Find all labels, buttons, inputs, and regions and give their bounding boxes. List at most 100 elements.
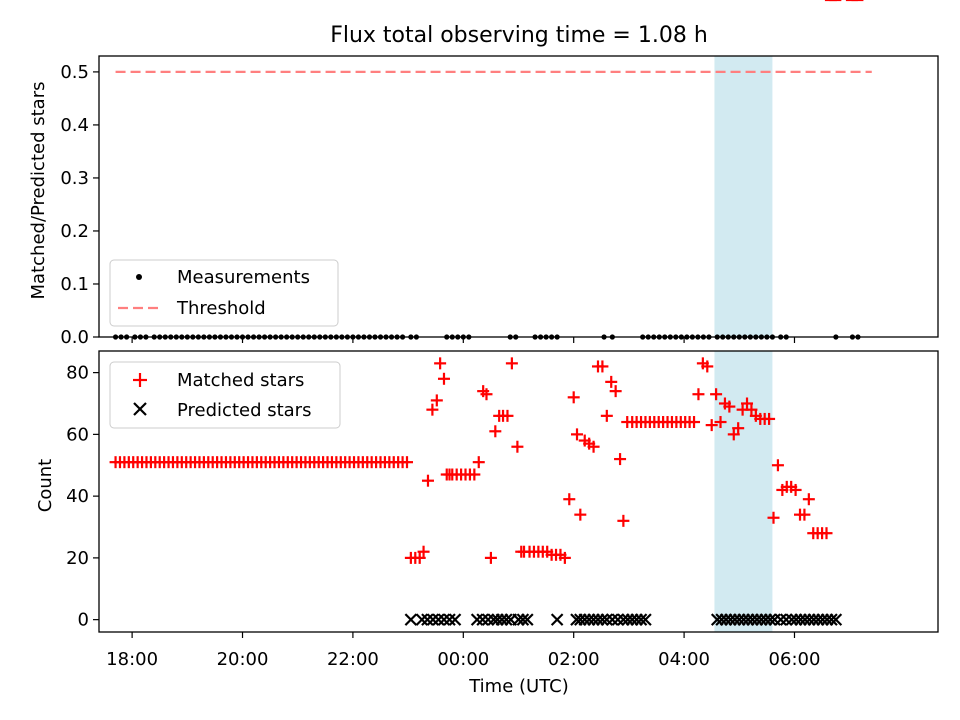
count-y-label: Count (35, 459, 56, 512)
predicted-star-marker (404, 613, 418, 626)
x-tick-label: 00:00 (437, 649, 489, 670)
ratio-panel: 0.0 0.1 0.2 0.3 0.4 0.5 Matched/Predicted sta… (28, 55, 939, 348)
chart-title: Flux total observing time = 1.08 h (330, 23, 708, 48)
matched-star-marker (732, 422, 745, 435)
x-tick-label: 18:00 (106, 649, 158, 670)
predicted-star-marker (825, 613, 838, 626)
x-tick-label: 06:00 (769, 649, 821, 670)
matched-star-marker (710, 388, 723, 401)
predicted-star-marker (521, 613, 534, 626)
x-tick-label: 02:00 (548, 649, 600, 670)
x-tick-label: 20:00 (217, 649, 269, 670)
legend-predicted-label: Predicted stars (177, 400, 311, 421)
legend-matched-marker (133, 373, 147, 387)
predicted-star-marker (611, 613, 625, 626)
matched-star-marker (401, 456, 414, 469)
y-tick-label: 0.2 (60, 221, 89, 242)
predicted-star-marker (415, 613, 429, 626)
matched-star-marker (563, 493, 576, 506)
matched-star-marker (609, 385, 622, 398)
predicted-star-marker (476, 613, 489, 626)
predicted-star-marker (829, 613, 843, 626)
matched-star-marker (480, 388, 493, 401)
predicted-star-marker (426, 613, 440, 626)
matched-star-marker (413, 551, 426, 564)
highlight-span-top (714, 56, 773, 337)
matched-star-marker (472, 456, 485, 469)
predicted-star-marker (774, 613, 787, 626)
predicted-star-marker (639, 613, 652, 626)
matched-star-marker (692, 388, 705, 401)
predicted-star-marker (470, 613, 484, 626)
y-tick-label: 60 (66, 424, 89, 445)
matched-star-marker (605, 375, 618, 388)
predicted-star-marker (516, 613, 530, 626)
matched-star-marker (596, 360, 609, 373)
x-tick-label: 22:00 (327, 649, 379, 670)
matched-star-marker (802, 493, 815, 506)
y-tick-label: 0.0 (60, 327, 89, 348)
y-tick-label: 40 (66, 486, 89, 507)
highlight-span-bottom (714, 351, 773, 632)
count-x-axis: 18:00 20:00 22:00 00:00 02:00 04:00 06:00 (106, 632, 820, 670)
matched-star-marker (727, 428, 740, 441)
predicted-star-marker (500, 613, 513, 626)
predicted-star-marker (550, 613, 564, 626)
matched-star-marker (437, 372, 450, 385)
matched-star-marker (820, 527, 833, 540)
matched-star-marker (434, 357, 447, 370)
matched-star-marker (484, 551, 497, 564)
predicted-star-marker (763, 613, 777, 626)
matched-star-marker (511, 440, 524, 453)
predicted-star-marker (443, 613, 456, 626)
matched-star-marker (430, 394, 443, 407)
matched-star-marker (714, 416, 727, 429)
predicted-star-marker (779, 613, 793, 626)
matched-star-marker (745, 403, 758, 416)
matched-star-marker (767, 511, 780, 524)
matched-star-marker (421, 474, 434, 487)
matched-star-marker (741, 397, 754, 410)
ratio-y-label: Matched/Predicted stars (28, 82, 49, 300)
predicted-star-marker (432, 613, 445, 626)
y-tick-label: 0.4 (60, 115, 89, 136)
matched-star-marker (587, 440, 600, 453)
matched-star-marker (489, 425, 502, 438)
ratio-axes-frame (98, 55, 939, 338)
y-tick-label: 0.3 (60, 168, 89, 189)
measurement-points (112, 334, 861, 340)
matched-star-markers (109, 0, 864, 564)
count-axes-frame (98, 350, 939, 633)
legend-predicted-marker (133, 402, 147, 416)
y-tick-label: 20 (66, 548, 89, 569)
matched-star-marker (505, 357, 518, 370)
matched-star-marker (558, 551, 571, 564)
matched-star-marker (789, 483, 802, 496)
x-tick-label: 04:00 (658, 649, 710, 670)
ratio-legend: Measurements Threshold (109, 259, 339, 327)
x-axis-label: Time (UTC) (468, 676, 569, 697)
predicted-star-marker (600, 613, 614, 626)
matched-star-marker (600, 409, 613, 422)
predicted-star-marker (606, 613, 619, 626)
predicted-star-marker (634, 613, 648, 626)
predicted-star-marker (421, 613, 434, 626)
matched-star-marker (468, 468, 481, 481)
legend-threshold-label: Threshold (176, 298, 266, 319)
matched-star-marker (417, 545, 430, 558)
matched-star-marker (426, 403, 439, 416)
y-tick-label: 0.5 (60, 62, 89, 83)
predicted-star-marker (448, 613, 462, 626)
matched-star-marker (723, 400, 736, 413)
predicted-star-marker (437, 613, 451, 626)
matched-star-marker (614, 453, 627, 466)
predicted-star-marker (481, 613, 495, 626)
matched-star-marker (617, 514, 630, 527)
matched-star-marker (567, 391, 580, 404)
count-panel: 0 20 40 60 80 18:00 20:00 22:00 00:00 02:00 04:00… (35, 0, 939, 697)
matched-star-marker (798, 508, 811, 521)
matched-star-marker (571, 428, 584, 441)
count-legend: Matched stars Predicted stars (109, 361, 341, 429)
legend-measurements-label: Measurements (177, 267, 310, 288)
